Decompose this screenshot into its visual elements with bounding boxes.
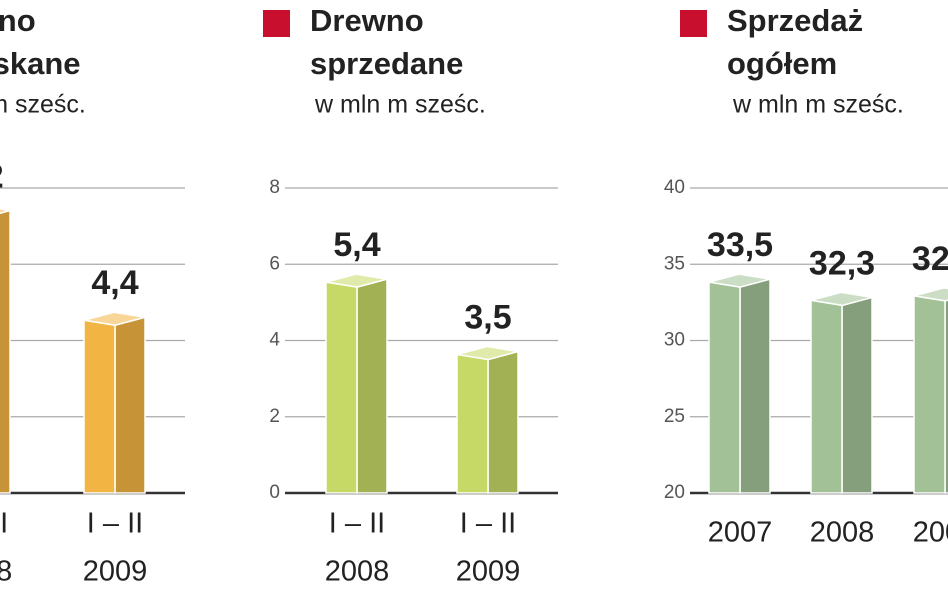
bar-top bbox=[0, 208, 11, 214]
chart-title: Drewno bbox=[310, 3, 424, 38]
chart-title: sprzedane bbox=[310, 46, 463, 81]
y-tick-label: 6 bbox=[269, 253, 280, 274]
y-tick-label: 20 bbox=[664, 482, 685, 503]
value-label: 3,5 bbox=[464, 299, 511, 337]
bar bbox=[708, 281, 741, 494]
x-tick-label: 2007 bbox=[708, 517, 773, 549]
x-tick-label: I – II bbox=[460, 508, 516, 540]
x-tick-label: I – II bbox=[329, 508, 385, 540]
bar bbox=[810, 299, 843, 494]
chart-title: Sprzedaż bbox=[727, 3, 863, 38]
y-tick-label: 40 bbox=[664, 177, 685, 198]
bar-side bbox=[114, 316, 146, 494]
bar bbox=[913, 294, 946, 494]
x-tick-label: 2009 bbox=[456, 556, 521, 588]
bar-side bbox=[356, 278, 388, 494]
legend-marker bbox=[680, 10, 707, 37]
x-tick-label: 2009 bbox=[913, 517, 948, 549]
x-tick-label: 2008 bbox=[325, 556, 390, 588]
bar-side bbox=[0, 209, 11, 494]
y-tick-label: 2 bbox=[269, 406, 280, 427]
x-tick-label: 2008 bbox=[810, 517, 875, 549]
chart-subtitle: w mln m sześc. bbox=[732, 91, 904, 119]
y-tick-label: 35 bbox=[664, 253, 685, 274]
chart-title: pozyskane bbox=[0, 46, 81, 81]
chart-title: ogółem bbox=[727, 46, 837, 81]
y-tick-label: 8 bbox=[269, 177, 280, 198]
bar bbox=[456, 353, 489, 494]
bar-side bbox=[487, 350, 519, 494]
x-tick-label: 2009 bbox=[83, 556, 148, 588]
chart-subtitle: w mln m sześc. bbox=[314, 91, 486, 119]
bar-side bbox=[841, 296, 873, 494]
chart-subtitle: w mln m sześc. bbox=[0, 91, 86, 119]
y-tick-label: 30 bbox=[664, 330, 685, 351]
x-tick-label: I – II bbox=[87, 508, 143, 540]
y-tick-label: 25 bbox=[664, 406, 685, 427]
bar bbox=[325, 281, 358, 494]
x-tick-label: 2008 bbox=[0, 556, 12, 588]
legend-marker bbox=[263, 10, 290, 37]
value-label: 32,6 bbox=[912, 240, 948, 278]
y-tick-label: 0 bbox=[269, 482, 280, 503]
bar bbox=[83, 319, 116, 494]
bar-side bbox=[739, 278, 771, 494]
x-tick-label: I – II bbox=[0, 508, 8, 540]
value-label: 32,3 bbox=[809, 244, 875, 282]
value-label: 7,2 bbox=[0, 157, 4, 195]
value-label: 5,4 bbox=[333, 226, 380, 264]
value-label: 33,5 bbox=[707, 226, 773, 264]
y-tick-label: 4 bbox=[269, 330, 280, 351]
chart-title: Drewno bbox=[0, 3, 36, 38]
value-label: 4,4 bbox=[91, 264, 138, 302]
